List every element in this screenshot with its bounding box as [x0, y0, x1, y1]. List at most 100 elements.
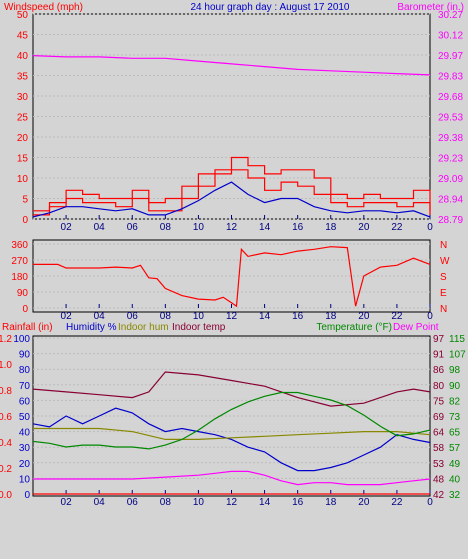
series-lines [32, 55, 431, 495]
wind-xtick-label: 06 [127, 222, 139, 233]
temperature-xtick-label: 16 [292, 497, 304, 508]
temperature-ytick-label: 107 [449, 350, 466, 361]
compass-label: S [440, 272, 447, 283]
wind-ytick-label: 30 [17, 92, 29, 103]
humidity-ytick-label: 30 [19, 443, 31, 454]
legend-temperature: Temperature (°F) [316, 322, 392, 333]
series-average-wind [32, 181, 431, 218]
indoor-temp-ytick-label: 42 [433, 490, 445, 501]
wind-axis-title: Windspeed (mph) [4, 2, 83, 13]
humidity-ytick-label: 20 [19, 459, 31, 470]
barometer-ytick-label: 28.79 [438, 215, 463, 226]
wind-xtick-label: 22 [391, 222, 403, 233]
barometer-ytick-label: 28.94 [438, 195, 463, 206]
temperature-ytick-label: 115 [449, 334, 465, 345]
direction-xtick-label: 0 [427, 311, 433, 322]
direction-xtick-label: 16 [292, 311, 304, 322]
legend-dew-point: Dew Point [393, 322, 439, 333]
indoor-temp-ytick-label: 58 [433, 443, 445, 454]
rain-ytick-label: 1.0 [0, 360, 12, 371]
wind-ytick-label: 5 [22, 195, 28, 206]
temperature-ytick-label: 40 [449, 474, 461, 485]
rain-ytick-label: 0.6 [0, 412, 12, 423]
series-windspeed [33, 169, 431, 216]
indoor-temp-ytick-label: 48 [433, 474, 445, 485]
series-dew-point [33, 470, 431, 486]
temperature-xtick-label: 14 [259, 497, 271, 508]
temperature-xtick-label: 20 [358, 497, 370, 508]
series-humidity [32, 407, 431, 472]
temperature-xtick-label: 22 [391, 497, 403, 508]
direction-xtick-label: 22 [391, 311, 403, 322]
indoor-temp-ytick-label: 64 [433, 428, 445, 439]
wind-xtick-label: 18 [325, 222, 337, 233]
rain-ytick-label: 0.4 [0, 438, 12, 449]
humidity-ytick-label: 70 [19, 381, 31, 392]
wind-xtick-label: 12 [226, 222, 238, 233]
temperature-ytick-label: 65 [449, 428, 461, 439]
wind-ytick-label: 35 [17, 72, 29, 83]
rain-ytick-label: 0.0 [0, 490, 12, 501]
indoor-temp-ytick-label: 69 [433, 412, 445, 423]
wind-xtick-label: 16 [292, 222, 304, 233]
legend-humidity: Humidity % [66, 322, 117, 333]
wind-xtick-label: 20 [358, 222, 370, 233]
temperature-ytick-label: 32 [449, 490, 461, 501]
direction-xtick-label: 06 [127, 311, 139, 322]
humidity-ytick-label: 60 [19, 396, 31, 407]
wind-xtick-label: 02 [61, 222, 73, 233]
indoor-temp-ytick-label: 75 [433, 396, 445, 407]
barometer-ytick-label: 29.53 [438, 113, 463, 124]
direction-xtick-label: 14 [259, 311, 271, 322]
legend-indoor-hum: Indoor hum [118, 322, 169, 333]
legend-indoor-temp: Indoor temp [172, 322, 226, 333]
temperature-xtick-label: 04 [94, 497, 106, 508]
humidity-ytick-label: 80 [19, 365, 31, 376]
temperature-ytick-label: 73 [449, 412, 461, 423]
direction-ytick-label: 180 [11, 272, 28, 283]
indoor-temp-ytick-label: 97 [433, 334, 445, 345]
graph-title: 24 hour graph day : August 17 2010 [190, 2, 349, 13]
wind-xtick-label: 10 [193, 222, 205, 233]
wind-ytick-label: 50 [17, 10, 29, 21]
humidity-ytick-label: 40 [19, 428, 31, 439]
temperature-xtick-label: 18 [325, 497, 337, 508]
wind-ytick-label: 10 [17, 174, 29, 185]
temperature-ytick-label: 57 [449, 443, 461, 454]
barometer-ytick-label: 29.97 [438, 51, 463, 62]
series-indoor-hum [33, 427, 431, 440]
rain-ytick-label: 0.2 [0, 464, 12, 475]
wind-xtick-label: 04 [94, 222, 106, 233]
wind-panel [32, 13, 431, 220]
compass-label: E [440, 288, 447, 299]
temperature-ytick-label: 90 [449, 381, 461, 392]
wind-ytick-label: 15 [17, 154, 29, 165]
barometer-ytick-label: 29.83 [438, 72, 463, 83]
rain-ytick-label: 0.8 [0, 386, 12, 397]
direction-xtick-label: 02 [61, 311, 73, 322]
direction-ytick-label: 90 [17, 288, 29, 299]
temperature-ytick-label: 98 [449, 365, 461, 376]
temperature-xtick-label: 12 [226, 497, 238, 508]
direction-xtick-label: 04 [94, 311, 106, 322]
wind-ytick-label: 40 [17, 51, 29, 62]
series-barometer [32, 55, 431, 76]
wind-ytick-label: 0 [22, 215, 28, 226]
humidity-ytick-label: 90 [19, 350, 31, 361]
wind-xtick-label: 14 [259, 222, 271, 233]
wind-xtick-label: 0 [427, 222, 433, 233]
barometer-ytick-label: 30.27 [438, 10, 463, 21]
legend-rainfall: Rainfall (in) [2, 322, 53, 333]
series-indoor-temp [32, 371, 431, 407]
series-temperature-f [32, 391, 431, 450]
direction-xtick-label: 10 [193, 311, 205, 322]
direction-xtick-label: 20 [358, 311, 370, 322]
direction-xtick-label: 08 [160, 311, 172, 322]
temperature-xtick-label: 02 [61, 497, 73, 508]
tick-labels: 5045403530252015105030.2730.1229.9729.83… [0, 10, 466, 508]
temperature-ytick-label: 49 [449, 459, 461, 470]
humidity-ytick-label: 50 [19, 412, 31, 423]
direction-xtick-label: 12 [226, 311, 238, 322]
direction-xtick-label: 18 [325, 311, 337, 322]
compass-label: N [440, 304, 447, 315]
